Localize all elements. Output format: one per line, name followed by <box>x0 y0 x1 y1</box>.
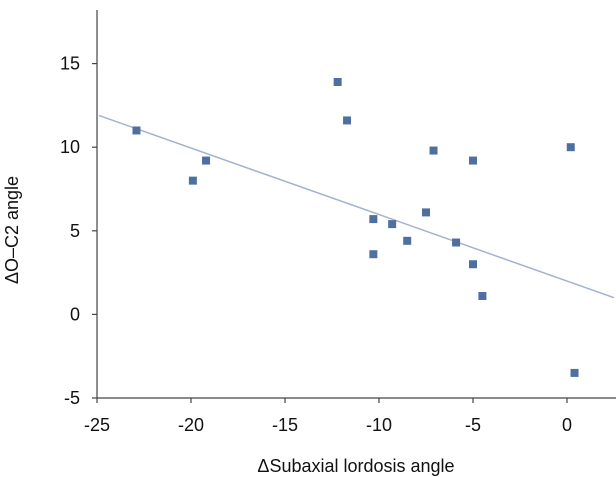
data-point <box>388 220 397 229</box>
x-tick-label: 0 <box>562 415 572 435</box>
y-tick-label: 15 <box>60 54 80 74</box>
data-point <box>333 77 342 86</box>
data-point <box>132 126 141 135</box>
y-axis-ticks: -5 0 5 10 15 <box>60 54 97 408</box>
data-point <box>422 208 430 217</box>
trend-line <box>98 114 615 299</box>
data-point <box>469 260 477 269</box>
y-tick-label: -5 <box>64 388 80 408</box>
y-tick-label: 5 <box>70 221 80 241</box>
data-points <box>132 77 579 377</box>
x-tick-label: -10 <box>366 415 392 435</box>
y-tick-label: 0 <box>70 304 80 324</box>
data-point <box>478 292 487 301</box>
x-tick-label: -20 <box>178 415 204 435</box>
x-tick-label: -15 <box>272 415 298 435</box>
y-axis-title: ΔO–C2 angle <box>2 176 22 284</box>
x-tick-label: -5 <box>465 415 481 435</box>
data-point <box>429 146 438 155</box>
data-point <box>202 156 211 165</box>
x-axis-title: ΔSubaxial lordosis angle <box>257 456 454 476</box>
x-tick-label: -25 <box>84 415 110 435</box>
data-point <box>570 368 579 377</box>
data-point <box>566 143 575 152</box>
y-tick-label: 10 <box>60 137 80 157</box>
data-point <box>469 156 477 165</box>
data-point <box>452 238 461 247</box>
x-axis-ticks: -25 -20 -15 -10 -5 0 <box>84 398 572 435</box>
data-point <box>369 215 378 224</box>
data-point <box>343 116 352 125</box>
data-point <box>369 250 378 259</box>
data-point <box>403 236 412 245</box>
data-point <box>188 176 197 185</box>
